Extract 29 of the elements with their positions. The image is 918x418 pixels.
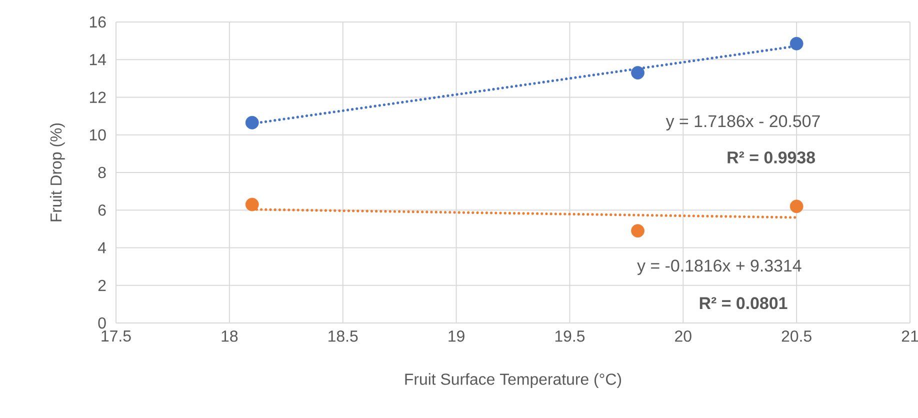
y-tick-label: 16 [90,16,106,28]
point [631,66,644,80]
x-tick-label: 18.5 [328,330,358,342]
y-axis-title: Fruit Drop (%) [50,123,65,222]
point [245,198,259,212]
annotation: y = 1.7186x - 20.507 [666,115,820,131]
y-tick-label: 6 [98,204,106,216]
annotation: R² = 0.0801 [700,297,788,310]
y-tick-label: 10 [90,129,106,141]
point [631,224,644,238]
y-tick-label: 14 [90,54,106,66]
x-tick-label: 20.5 [782,330,812,342]
y-tick-label: 4 [98,242,106,254]
annotation: R² = 0.9938 [728,151,816,164]
y-tick-label: 0 [98,317,106,329]
x-tick-label: 19 [448,330,464,342]
y-tick-label: 2 [98,280,106,291]
x-tick-label: 17.5 [102,330,131,342]
x-tick-label: 20 [675,330,692,342]
point [790,200,804,214]
y-tick-label: 8 [98,166,106,178]
x-tick-label: 18 [222,330,238,342]
annotation: y = -0.1816x + 9.3314 [637,260,802,275]
x-axis-title: Fruit Surface Temperature (°C) [405,373,622,388]
point [245,116,259,130]
point [790,36,804,50]
x-tick-label: 21 [902,330,918,342]
y-tick-label: 12 [90,92,106,103]
x-tick-label: 19.5 [555,330,585,342]
